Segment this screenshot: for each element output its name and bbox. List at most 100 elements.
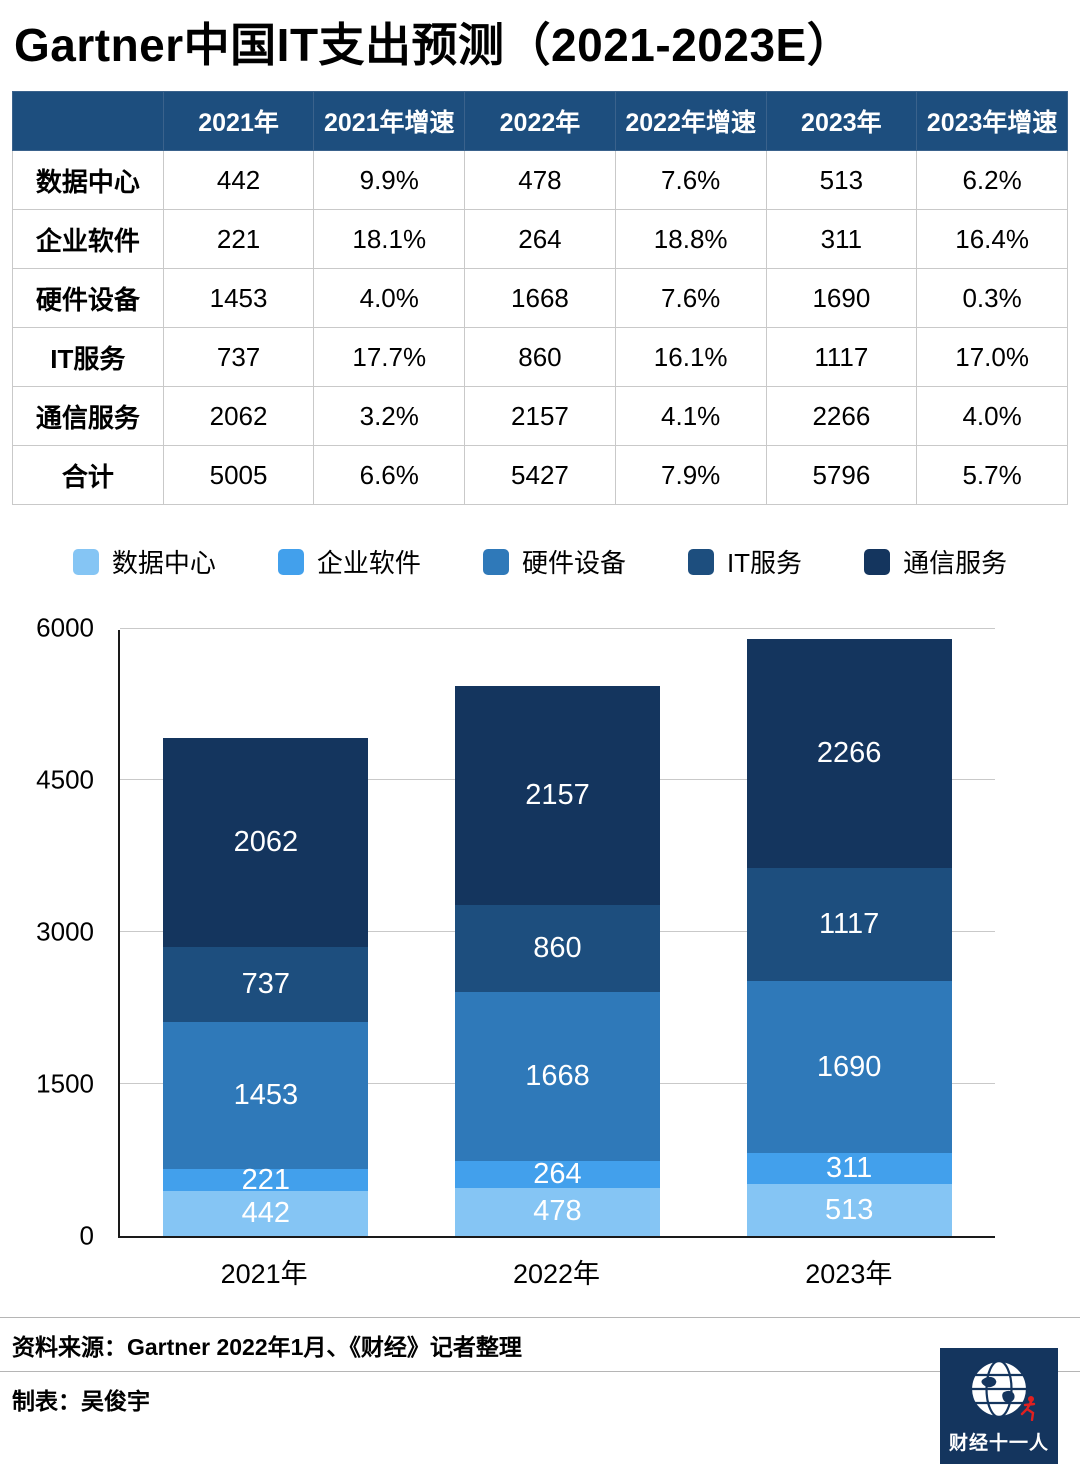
globe-icon	[966, 1356, 1036, 1422]
bar-value-label: 478	[533, 1195, 582, 1228]
legend-item: IT服务	[687, 543, 803, 580]
y-tick-label: 3000	[36, 916, 94, 947]
bar-segment: 737	[163, 947, 369, 1022]
y-tick-label: 6000	[36, 612, 94, 643]
bar-segment: 311	[746, 1151, 952, 1185]
table-cell: 2157	[464, 386, 616, 447]
table-cell: 2266	[765, 386, 918, 447]
bar-value-label: 513	[824, 1193, 874, 1226]
table-row: 企业软件 221 18.1% 264 18.8% 311 16.4%	[12, 209, 1068, 270]
legend-label: 企业软件	[316, 548, 421, 579]
table-cell: 16.1%	[614, 327, 767, 388]
legend-label: IT服务	[726, 548, 803, 579]
runner-icon	[1018, 1395, 1040, 1426]
table-cell: 16.4%	[916, 209, 1068, 270]
bar-segment: 442	[163, 1191, 369, 1237]
bar-value-label: 1117	[819, 908, 880, 941]
table-row: 硬件设备 1453 4.0% 1668 7.6% 1690 0.3%	[12, 268, 1068, 329]
column-header: 2021年增速	[313, 91, 466, 152]
bar-segment: 2157	[454, 686, 660, 905]
table-cell: 5796	[765, 445, 918, 506]
table-cell: 4.0%	[313, 268, 466, 329]
table-cell: 4.0%	[916, 386, 1068, 447]
plot-area: 0 1500 3000 4500 6000 442 221 1453 737 2062 478 26…	[36, 613, 995, 1251]
bar-segment: 2062	[163, 738, 369, 948]
bar-stack: 478 264 1668 860 2157	[454, 686, 660, 1237]
table-row: 数据中心 442 9.9% 478 7.6% 513 6.2%	[12, 150, 1068, 211]
table-cell: 4.1%	[614, 386, 767, 447]
legend: 数据中心 企业软件 硬件设备 IT服务 通信服务	[0, 543, 1080, 580]
row-label: 数据中心	[12, 150, 164, 211]
y-tick-label: 1500	[36, 1068, 94, 1099]
table-cell: 264	[464, 209, 616, 270]
legend-swatch	[72, 548, 99, 575]
table-cell: 18.8%	[614, 209, 767, 270]
row-label: 通信服务	[12, 386, 164, 447]
table-row: IT服务 737 17.7% 860 16.1% 1117 17.0%	[12, 327, 1068, 388]
caijing-logo: 财经十一人	[940, 1348, 1058, 1464]
table-cell: 17.0%	[916, 327, 1068, 388]
bar-segment: 2266	[746, 638, 952, 869]
table-row: 通信服务 2062 3.2% 2157 4.1% 2266 4.0%	[12, 386, 1068, 447]
bar-segment: 1690	[746, 981, 952, 1153]
bar-value-label: 221	[241, 1163, 291, 1196]
column-header: 2021年	[162, 91, 315, 152]
spend-table: 2021年 2021年增速 2022年 2022年增速 2023年 2023年增速 数据中…	[12, 91, 1068, 506]
table-header-row: 2021年 2021年增速 2022年 2022年增速 2023年 2023年增速	[12, 91, 1068, 152]
legend-item: 硬件设备	[482, 543, 626, 580]
table-cell: 17.7%	[313, 327, 466, 388]
table-cell: 18.1%	[313, 209, 466, 270]
table-cell: 221	[162, 209, 315, 270]
table-cell: 1668	[464, 268, 616, 329]
table-cell: 5427	[464, 445, 616, 506]
legend-swatch	[482, 548, 509, 575]
row-label: 企业软件	[12, 209, 164, 270]
table-cell: 311	[765, 209, 918, 270]
bar-segment: 264	[454, 1157, 660, 1190]
bar-value-label: 264	[533, 1157, 582, 1190]
x-axis-labels: 2021年 2022年 2023年	[118, 1238, 995, 1291]
page-title: Gartner中国IT支出预测（2021-2023E）	[14, 19, 854, 71]
bar-value-label: 442	[241, 1197, 291, 1230]
legend-item: 数据中心	[72, 543, 216, 580]
x-tick-label: 2022年	[512, 1259, 601, 1290]
table-cell: 7.6%	[614, 150, 767, 211]
legend-swatch	[687, 548, 714, 575]
bar-segment: 221	[163, 1165, 369, 1194]
table-cell: 0.3%	[916, 268, 1068, 329]
bar-segment: 478	[454, 1187, 660, 1237]
bar-value-label: 2266	[816, 736, 882, 769]
gridline	[120, 628, 995, 630]
footer-divider-top	[0, 1317, 1080, 1319]
x-tick-label: 2021年	[220, 1259, 308, 1290]
footer: 资料来源：Gartner 2022年1月、《财经》记者整理 制表：吴俊宇	[0, 1317, 1080, 1425]
legend-swatch	[277, 548, 304, 575]
y-tick-label: 0	[79, 1220, 94, 1251]
table-cell: 7.9%	[614, 445, 767, 506]
bar-stack: 513 311 1690 1117 2266	[746, 638, 952, 1237]
bar-stack: 442 221 1453 737 2062	[163, 738, 369, 1237]
bar-value-label: 2157	[525, 779, 590, 812]
bar-value-label: 1690	[816, 1050, 882, 1083]
bar-value-label: 311	[826, 1151, 873, 1184]
legend-item: 企业软件	[277, 543, 421, 580]
table-row: 合计 5005 6.6% 5427 7.9% 5796 5.7%	[12, 445, 1068, 506]
table-cell: 6.6%	[313, 445, 466, 506]
column-header: 2023年增速	[916, 91, 1068, 152]
column-header	[12, 91, 164, 152]
column-header: 2022年	[464, 91, 616, 152]
table-cell: 1453	[162, 268, 315, 329]
table-cell: 442	[162, 150, 315, 211]
bar-segment: 1453	[163, 1021, 369, 1170]
legend-swatch	[864, 548, 891, 575]
column-header: 2023年	[765, 91, 918, 152]
table-cell: 478	[464, 150, 616, 211]
table-cell: 5005	[162, 445, 315, 506]
table-cell: 1117	[765, 327, 918, 388]
table-cell: 5.7%	[916, 445, 1068, 506]
table-cell: 3.2%	[313, 386, 466, 447]
table-body: 数据中心 442 9.9% 478 7.6% 513 6.2% 企业软件 221 18.1% 264…	[12, 150, 1068, 506]
table-cell: 6.2%	[916, 150, 1068, 211]
table-cell: 9.9%	[313, 150, 466, 211]
row-label: 合计	[12, 445, 164, 506]
